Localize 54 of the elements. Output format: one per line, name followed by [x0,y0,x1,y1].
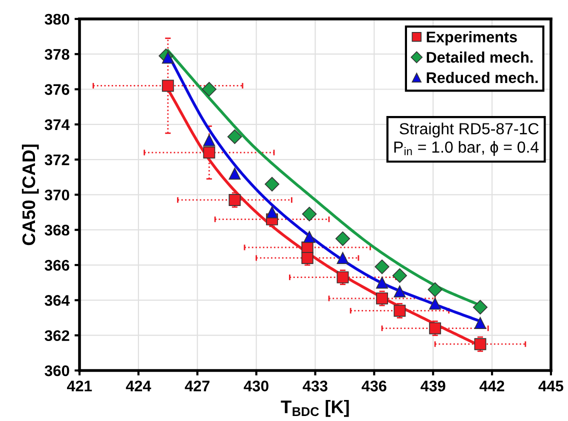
legend-label: Detailed mech. [426,52,533,63]
x-tick-label: 430 [244,380,268,392]
y-tick-label: 370 [44,190,70,200]
y-axis-title: CA50 [CAD] [22,144,39,246]
y-tick-label: 372 [44,154,70,166]
y-tick-label: 362 [44,330,70,342]
x-tick-label: 424 [126,380,152,392]
point [228,194,241,206]
y-tick-label: 376 [44,84,70,95]
y-tick-label: 378 [44,48,70,60]
point [472,300,488,314]
point [376,292,388,304]
point [336,271,349,284]
y-tick-label: 364 [44,295,70,306]
point [429,322,442,334]
point [264,176,280,192]
point [162,80,174,92]
point [203,134,216,146]
x-axis-title: T$_{BDC}$ [K] [280,400,349,417]
point [335,231,350,246]
point [227,129,242,144]
x-tick-label: 421 [67,380,92,392]
y-tick-label: 368 [44,224,70,236]
x-tick-label: 445 [538,380,564,392]
point [374,259,390,274]
point [203,146,216,159]
point [202,82,216,97]
point [429,298,442,310]
point [162,52,174,64]
legend-label: Experiments [426,31,517,46]
point [474,317,486,329]
point [303,230,316,243]
point [266,206,278,218]
legend-label: Reduced mech. [426,72,538,84]
x-tick-label: 442 [480,380,504,392]
point [302,206,317,222]
point [336,252,349,264]
y-tick-label: 380 [44,14,70,25]
point [392,268,407,283]
y-tick-label: 366 [44,260,70,271]
x-tick-label: 436 [362,380,386,392]
point [376,276,388,289]
annotation: Straight RD5-87-1C P$_{in}$ = 1.0 bar, ϕ = 0.4 [394,122,539,156]
point [228,168,241,180]
x-tick-label: 433 [302,380,328,392]
point [394,304,406,317]
point [394,285,406,298]
y-tick-label: 374 [44,119,70,130]
point [474,338,486,350]
y-tick-label: 360 [44,365,70,376]
x-tick-label: 439 [420,380,446,392]
point [428,282,442,297]
point [301,252,314,264]
x-tick-label: 427 [184,380,210,392]
